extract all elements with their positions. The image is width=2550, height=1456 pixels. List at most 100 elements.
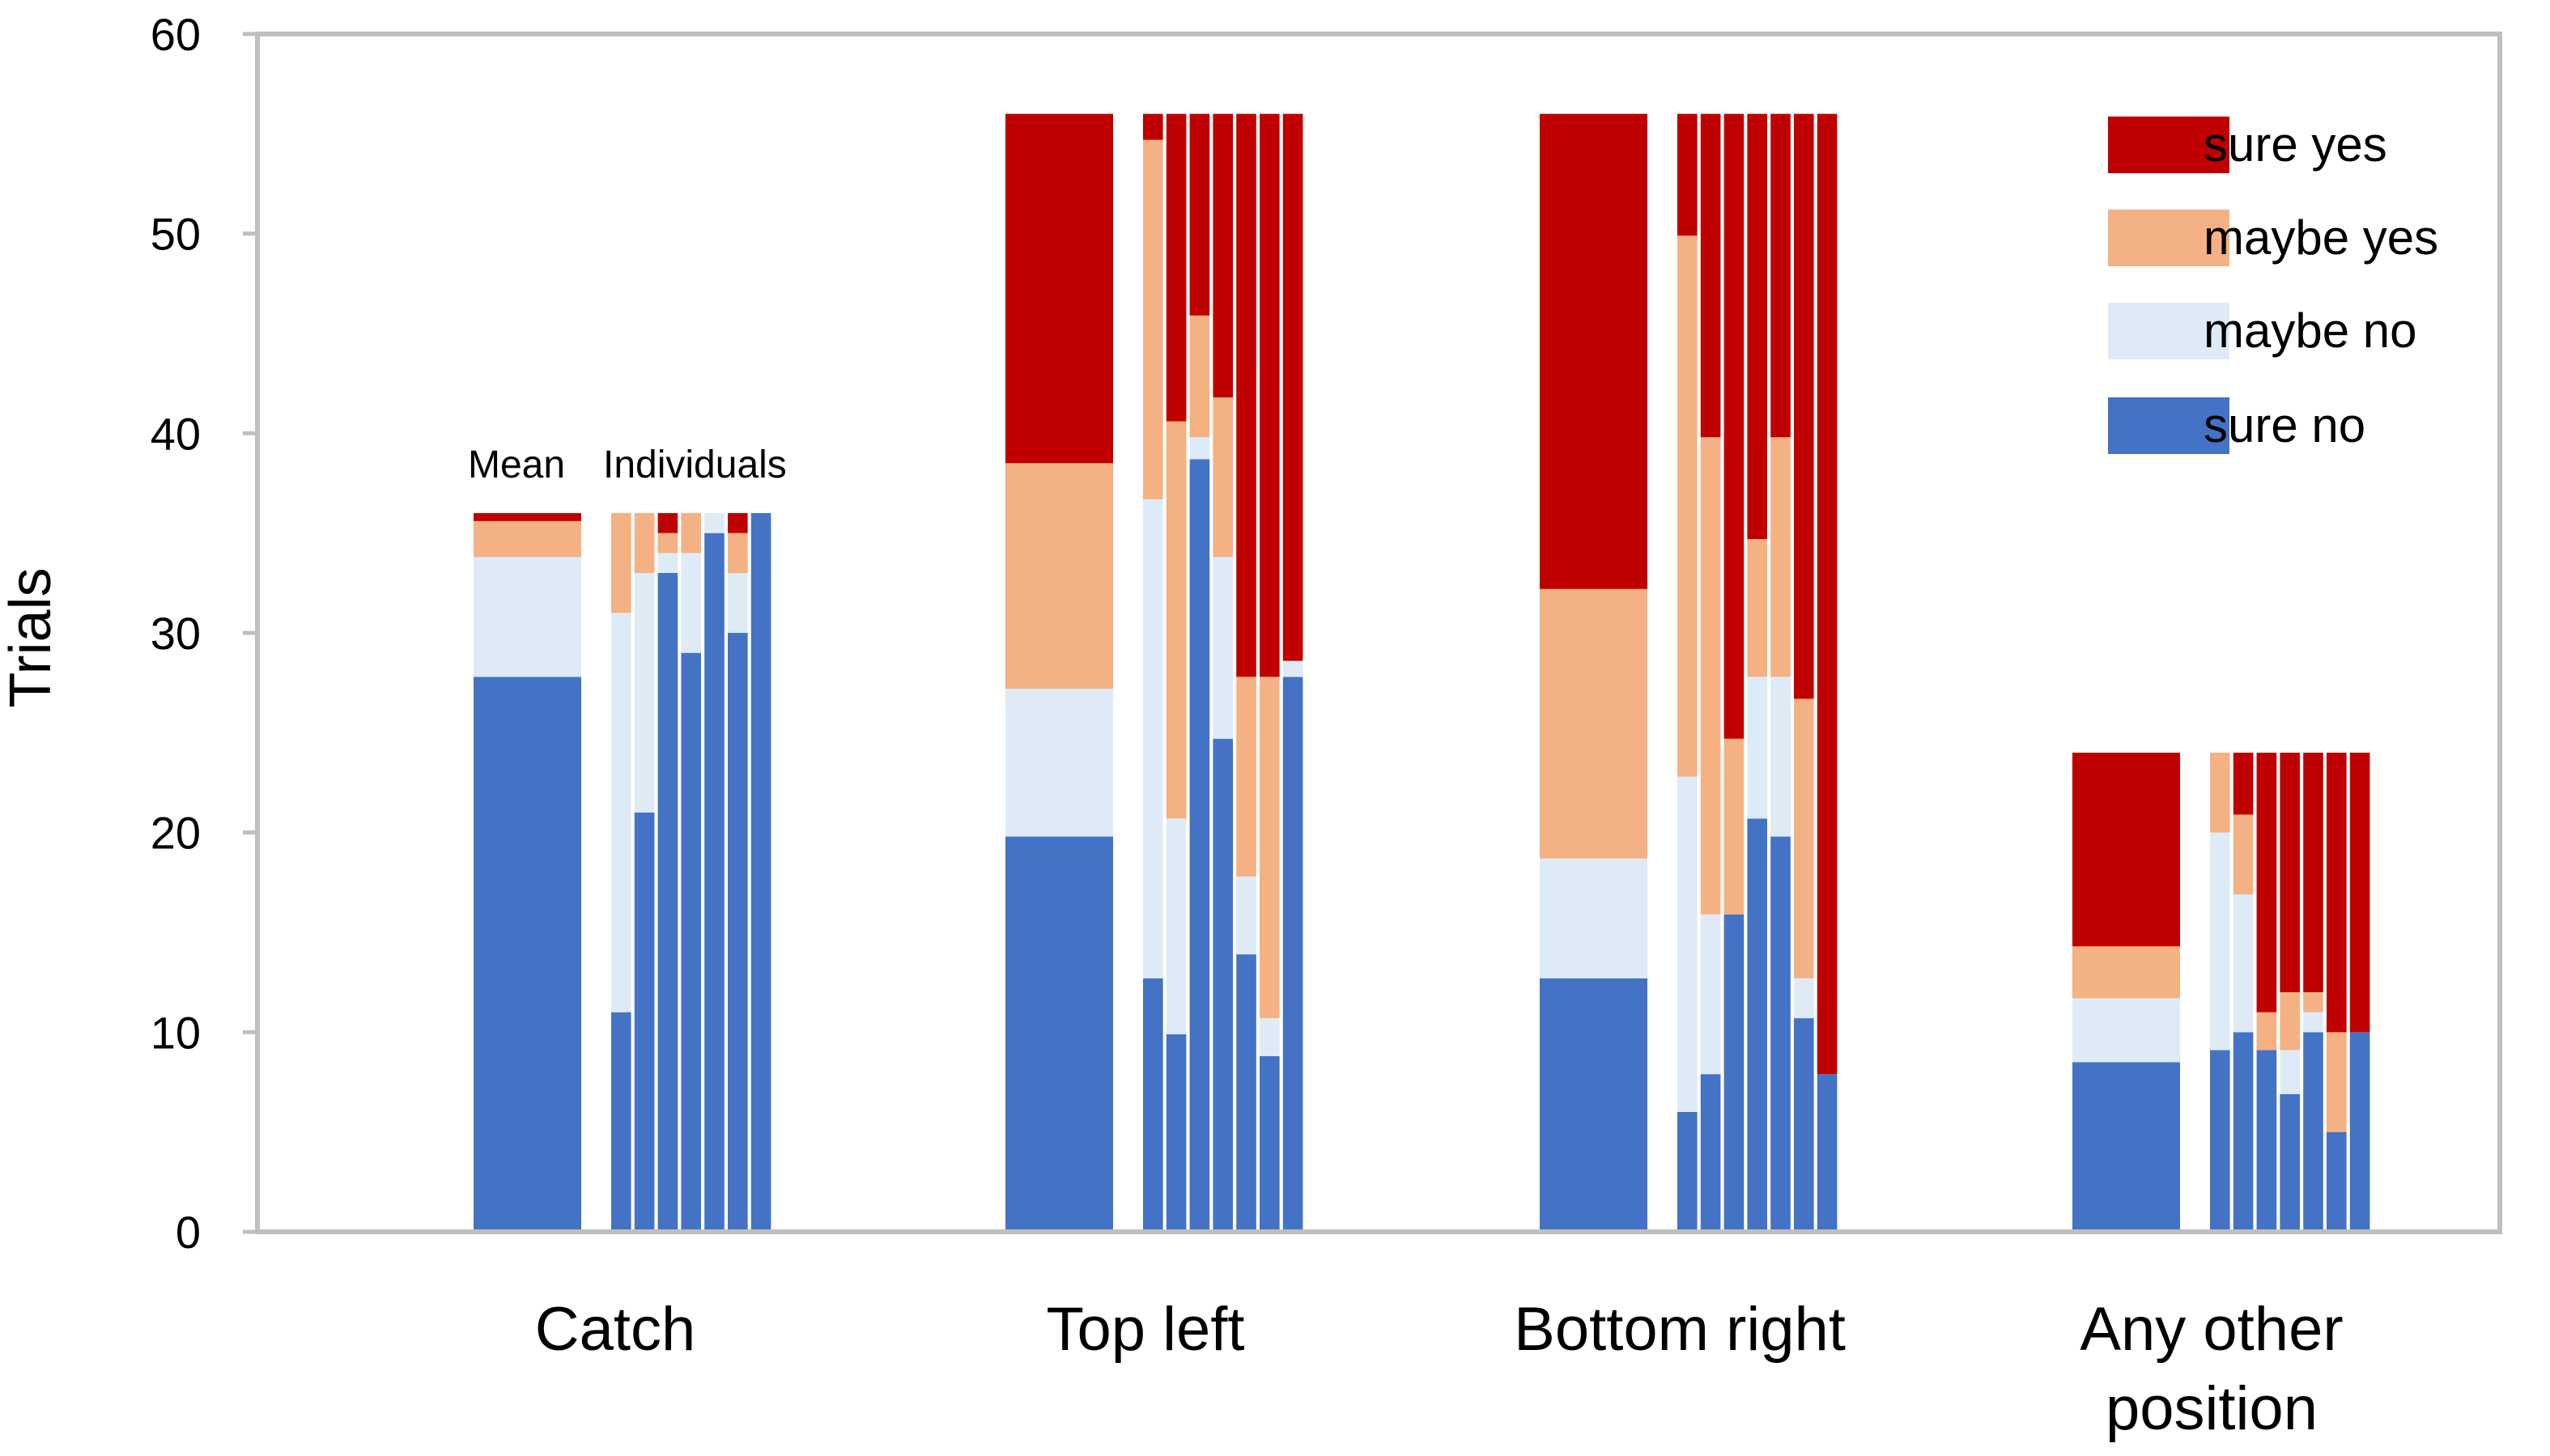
- x-axis-category-labels: Catch Top left Bottom right Any other positi…: [535, 1295, 2344, 1443]
- bottom-right-individual-4-bar-maybe-no-segment: [1747, 677, 1767, 819]
- top-left-individual-1-bar-sure-no-segment: [1143, 978, 1163, 1232]
- catch-individual-1-bar-sure-no-segment: [611, 1012, 631, 1232]
- catch-individual-3-bar-sure-yes-segment: [657, 513, 678, 533]
- top-left-individual-2-bar-sure-no-segment: [1166, 1034, 1187, 1232]
- legend-swatch-sure-yes: [2108, 117, 2229, 173]
- any-other-position-individual-5-bar-maybe-no-segment: [2303, 1012, 2323, 1033]
- legend-label-sure-no: sure no: [2204, 398, 2365, 452]
- catch-individual-1-bar-maybe-no-segment: [611, 613, 631, 1012]
- any-other-position-individual-6-bar-sure-yes-segment: [2327, 753, 2347, 1033]
- top-left-individual-5-bar-sure-no-segment: [1236, 954, 1256, 1232]
- catch-mean-bar-sure-yes-segment: [474, 513, 581, 521]
- catch-individual-6-bar-sure-no-segment: [728, 633, 748, 1232]
- top-left-individual-7-bar-maybe-no-segment: [1282, 660, 1303, 677]
- any-other-position-individual-4-bar-sure-yes-segment: [2280, 753, 2300, 992]
- catch-individual-2-bar-sure-no-segment: [634, 813, 655, 1232]
- bottom-right-individual-5-bar-maybe-no-segment: [1770, 677, 1791, 837]
- bottom-right-mean-bar-sure-yes-segment: [1540, 113, 1647, 589]
- top-left-individual-7-bar-sure-no-segment: [1282, 677, 1303, 1232]
- top-left-individual-4-bar-maybe-no-segment: [1213, 557, 1233, 739]
- x-category-label: Catch: [535, 1295, 696, 1364]
- top-left-individual-5-bar-sure-yes-segment: [1236, 113, 1256, 677]
- any-other-position-individual-1-bar-maybe-no-segment: [2210, 832, 2230, 1051]
- any-other-position-individual-3-bar-sure-yes-segment: [2256, 753, 2277, 1012]
- top-left-individual-3-bar-sure-no-segment: [1189, 459, 1210, 1232]
- catch-individual-7-bar-sure-no-segment: [750, 513, 771, 1232]
- top-left-individual-6-bar-maybe-no-segment: [1260, 1018, 1280, 1056]
- bottom-right-individual-2-bar-maybe-yes-segment: [1700, 437, 1721, 915]
- top-left-mean-bar-sure-no-segment: [1005, 836, 1113, 1232]
- y-tick-label: 40: [151, 408, 201, 459]
- bars-layer: [474, 113, 2370, 1232]
- catch-individual-5-bar-maybe-no-segment: [704, 513, 725, 533]
- any-other-position-individual-5-bar-sure-yes-segment: [2303, 753, 2323, 992]
- catch-individual-4-bar-maybe-yes-segment: [681, 513, 701, 554]
- bottom-right-individual-4-bar-sure-no-segment: [1747, 818, 1767, 1232]
- top-left-individual-5-bar-maybe-no-segment: [1236, 876, 1256, 955]
- top-left-individual-4-bar-sure-no-segment: [1213, 738, 1233, 1232]
- any-other-position-individual-4-bar-sure-no-segment: [2280, 1093, 2300, 1232]
- bottom-right-individual-6-bar-sure-no-segment: [1794, 1018, 1814, 1232]
- legend-swatch-maybe-no: [2108, 303, 2229, 359]
- any-other-position-individual-3-bar-maybe-yes-segment: [2256, 1012, 2277, 1051]
- any-other-position-individual-2-bar-sure-no-segment: [2233, 1032, 2254, 1232]
- y-tick-label: 0: [176, 1207, 201, 1258]
- any-other-position-individual-5-bar-sure-no-segment: [2303, 1032, 2323, 1232]
- top-left-individual-2-bar-sure-yes-segment: [1166, 113, 1187, 422]
- catch-individual-4-bar-maybe-no-segment: [681, 553, 701, 653]
- any-other-position-individual-2-bar-sure-yes-segment: [2233, 753, 2254, 815]
- any-other-position-mean-bar-sure-yes-segment: [2072, 753, 2180, 947]
- top-left-individual-1-bar-sure-yes-segment: [1143, 113, 1163, 140]
- bottom-right-mean-bar-maybe-yes-segment: [1540, 588, 1647, 859]
- top-left-individual-3-bar-sure-yes-segment: [1189, 113, 1210, 316]
- any-other-position-individual-1-bar-maybe-yes-segment: [2210, 753, 2230, 833]
- x-category-label: position: [2106, 1374, 2318, 1443]
- bottom-right-individual-7-bar-sure-yes-segment: [1817, 113, 1838, 1075]
- top-left-individual-4-bar-maybe-yes-segment: [1213, 397, 1233, 558]
- legend-label-sure-yes: sure yes: [2204, 117, 2387, 172]
- catch-individual-4-bar-sure-no-segment: [681, 652, 701, 1232]
- bottom-right-individual-5-bar-sure-yes-segment: [1770, 113, 1791, 438]
- bottom-right-individual-3-bar-sure-yes-segment: [1723, 113, 1745, 739]
- y-axis-label: Trials: [0, 567, 63, 707]
- any-other-position-individual-6-bar-sure-no-segment: [2327, 1131, 2347, 1232]
- bottom-right-mean-bar-maybe-no-segment: [1540, 858, 1647, 978]
- catch-individual-5-bar-sure-no-segment: [704, 533, 725, 1232]
- any-other-position-individual-6-bar-maybe-yes-segment: [2327, 1032, 2347, 1132]
- x-category-label: Bottom right: [1514, 1295, 1846, 1364]
- legend: sure yes maybe yes maybe no sure no: [2108, 117, 2438, 454]
- bottom-right-individual-3-bar-maybe-yes-segment: [1723, 738, 1745, 915]
- top-left-individual-2-bar-maybe-no-segment: [1166, 818, 1187, 1034]
- y-axis-ticks: 0 10 20 30 40 50 60: [151, 9, 257, 1258]
- top-left-individual-6-bar-sure-no-segment: [1260, 1055, 1280, 1232]
- bottom-right-individual-5-bar-sure-no-segment: [1770, 836, 1791, 1232]
- top-left-individual-1-bar-maybe-yes-segment: [1143, 139, 1163, 499]
- bottom-right-individual-6-bar-maybe-yes-segment: [1794, 698, 1814, 978]
- any-other-position-individual-4-bar-maybe-yes-segment: [2280, 992, 2300, 1051]
- catch-individual-6-bar-sure-yes-segment: [728, 513, 748, 533]
- catch-individual-3-bar-sure-no-segment: [657, 573, 678, 1232]
- bottom-right-individual-1-bar-maybe-yes-segment: [1677, 236, 1698, 777]
- bottom-right-individual-4-bar-sure-yes-segment: [1747, 113, 1767, 540]
- any-other-position-individual-1-bar-sure-no-segment: [2210, 1050, 2230, 1232]
- y-tick-label: 10: [151, 1007, 201, 1058]
- catch-mean-bar-maybe-no-segment: [474, 557, 581, 677]
- y-tick-label: 60: [151, 9, 201, 60]
- catch-mean-bar-maybe-yes-segment: [474, 520, 581, 558]
- top-left-individual-6-bar-maybe-yes-segment: [1260, 677, 1280, 1019]
- any-other-position-individual-7-bar-sure-no-segment: [2349, 1032, 2370, 1232]
- legend-label-maybe-no: maybe no: [2204, 304, 2417, 358]
- top-left-individual-5-bar-maybe-yes-segment: [1236, 677, 1256, 877]
- y-tick-label: 30: [151, 608, 201, 659]
- top-left-individual-4-bar-sure-yes-segment: [1213, 113, 1233, 397]
- any-other-position-mean-bar-sure-no-segment: [2072, 1062, 2180, 1232]
- x-category-label: Any other: [2080, 1295, 2343, 1364]
- catch-individual-2-bar-maybe-yes-segment: [634, 513, 655, 573]
- bottom-right-individual-2-bar-maybe-no-segment: [1700, 914, 1721, 1075]
- top-left-individual-2-bar-maybe-yes-segment: [1166, 421, 1187, 819]
- catch-individual-6-bar-maybe-yes-segment: [728, 533, 748, 573]
- top-left-individual-3-bar-maybe-yes-segment: [1189, 315, 1210, 438]
- top-left-individual-3-bar-maybe-no-segment: [1189, 437, 1210, 460]
- bottom-right-individual-1-bar-sure-yes-segment: [1677, 113, 1698, 236]
